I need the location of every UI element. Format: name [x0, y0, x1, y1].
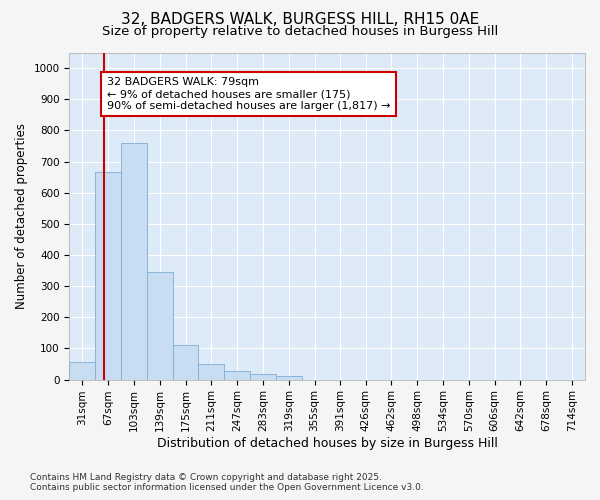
Bar — [95, 172, 121, 380]
Bar — [173, 346, 199, 380]
Text: 32, BADGERS WALK, BURGESS HILL, RH15 0AE: 32, BADGERS WALK, BURGESS HILL, RH15 0AE — [121, 12, 479, 28]
Bar — [250, 374, 276, 380]
Bar — [121, 143, 147, 380]
Y-axis label: Number of detached properties: Number of detached properties — [15, 123, 28, 309]
Text: Size of property relative to detached houses in Burgess Hill: Size of property relative to detached ho… — [102, 25, 498, 38]
Bar — [70, 362, 95, 380]
X-axis label: Distribution of detached houses by size in Burgess Hill: Distribution of detached houses by size … — [157, 437, 497, 450]
Text: 32 BADGERS WALK: 79sqm
← 9% of detached houses are smaller (175)
90% of semi-det: 32 BADGERS WALK: 79sqm ← 9% of detached … — [107, 78, 390, 110]
Bar — [224, 371, 250, 380]
Bar — [147, 272, 173, 380]
Bar — [276, 376, 302, 380]
Text: Contains HM Land Registry data © Crown copyright and database right 2025.
Contai: Contains HM Land Registry data © Crown c… — [30, 473, 424, 492]
Bar — [199, 364, 224, 380]
